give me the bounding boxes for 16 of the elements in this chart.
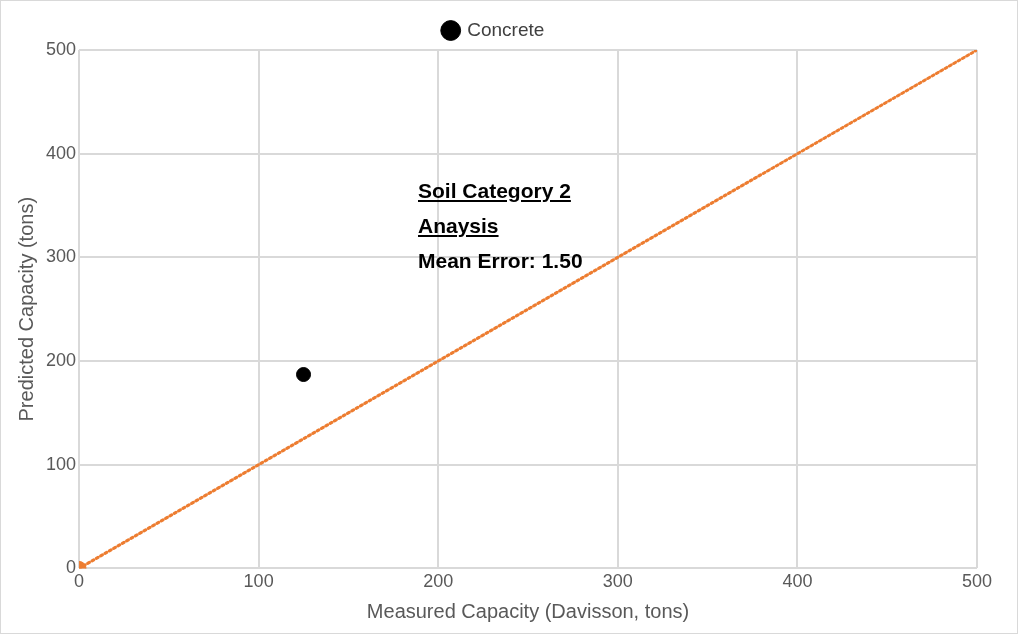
annotation: Anaysis [418, 213, 500, 239]
y-tick-label: 400 [45, 142, 77, 163]
y-tick-label: 100 [45, 453, 77, 474]
x-tick-label: 200 [423, 571, 454, 592]
x-tick-label: 500 [961, 571, 993, 592]
y-tick-label: 200 [45, 350, 77, 371]
x-tick-label: 400 [782, 571, 813, 592]
annotation: Mean Error: 1.50 [418, 248, 583, 274]
y-tick-label: 500 [45, 38, 77, 59]
y-axis-title: Predicted Capacity (tons) [14, 196, 37, 422]
y-tick-label: 300 [45, 246, 77, 267]
legend-label: Concrete [467, 18, 545, 40]
x-axis-title: Measured Capacity (Davisson, tons) [366, 599, 690, 622]
annotation: Soil Category 2 [418, 178, 572, 204]
x-tick-label: 100 [243, 571, 274, 592]
x-tick-label: 300 [602, 571, 633, 592]
